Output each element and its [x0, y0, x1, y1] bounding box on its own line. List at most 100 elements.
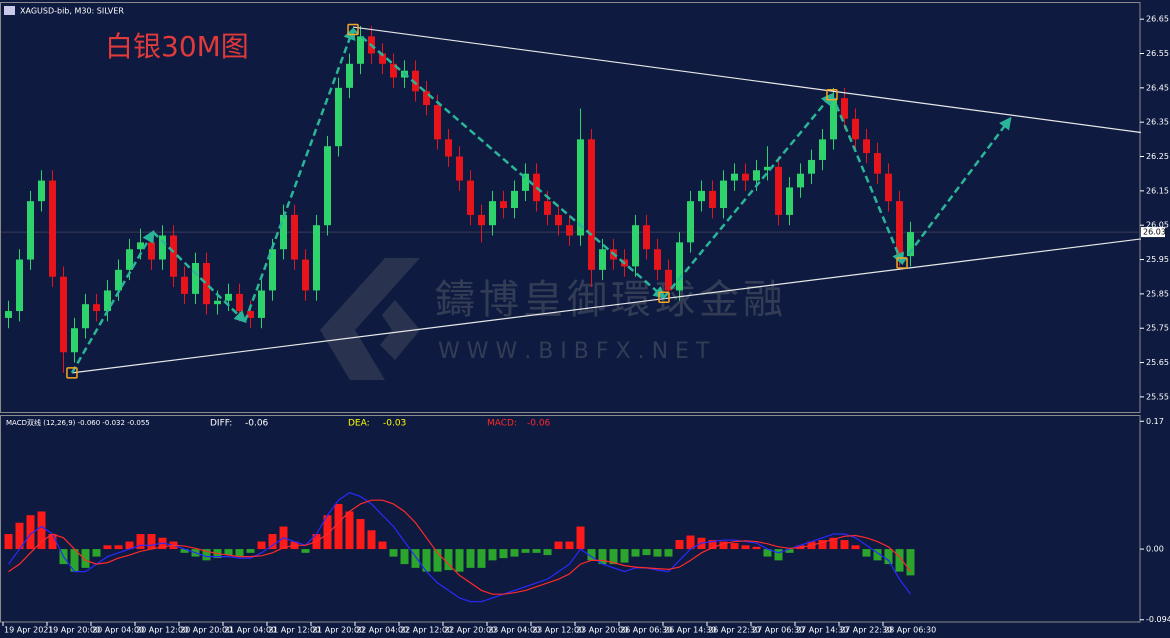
candle-body	[478, 214, 485, 226]
candle-body	[753, 170, 760, 181]
macd-bar	[609, 549, 618, 565]
x-tick-label: 27 Apr 22:30	[840, 626, 892, 635]
macd-bar	[818, 540, 827, 550]
trendline	[71, 238, 1142, 374]
macd-bar	[884, 549, 893, 565]
symbol-label: XAGUSD-bib, M30: SILVER	[20, 7, 124, 16]
macd-bar	[653, 549, 662, 557]
candle-body	[38, 180, 45, 202]
candle-body	[665, 269, 672, 291]
macd-bar	[367, 530, 376, 550]
macd-bar	[81, 549, 90, 568]
zigzag-segment	[901, 116, 1012, 264]
x-tick-label: 26 Apr 14:30	[664, 626, 716, 635]
trendline	[352, 26, 1142, 134]
macd-bar	[15, 522, 24, 550]
macd-bar	[862, 549, 871, 557]
macd-bar	[598, 549, 607, 565]
x-tick-label: 27 Apr 06:30	[752, 626, 804, 635]
y-tick-label: 25.95	[1146, 255, 1169, 264]
diff-label: DIFF:	[210, 419, 232, 429]
macd-bar	[664, 549, 673, 557]
diff-line	[8, 492, 911, 603]
macd-bar	[224, 549, 233, 556]
macd-bar	[466, 549, 475, 568]
y-tick-label: 26.15	[1146, 186, 1169, 195]
candle-body	[797, 173, 804, 188]
macd-bar	[455, 549, 464, 572]
candle-body	[786, 187, 793, 215]
macd-bar	[125, 541, 134, 550]
macd-bar	[378, 541, 387, 550]
macd-bar	[543, 549, 552, 556]
candle-body	[5, 311, 12, 318]
macd-bar	[334, 503, 343, 550]
dea-line	[8, 499, 911, 595]
macd-bar	[785, 549, 794, 553]
macd-bar	[675, 540, 684, 550]
macd-bar	[70, 549, 79, 572]
macd-bar	[4, 534, 13, 550]
macd-value: -0.06	[527, 419, 551, 429]
macd-bar	[389, 549, 398, 557]
candle-body	[643, 225, 650, 250]
candle-body	[654, 249, 661, 270]
zigzag-segment	[243, 27, 356, 322]
candle-body	[731, 173, 738, 181]
candle-body	[896, 201, 903, 257]
y-tick-label: 26.65	[1146, 15, 1169, 24]
y-tick-label: 26.35	[1146, 118, 1169, 127]
x-tick-label: 20 Apr 12:00	[136, 626, 188, 635]
y-tick-label: 26.55	[1146, 49, 1169, 58]
macd-bar	[752, 546, 761, 550]
x-tick-label: 20 Apr 20:00	[180, 626, 232, 635]
macd-bar	[235, 549, 244, 557]
macd-bar	[323, 515, 332, 550]
x-tick-label: 22 Apr 04:00	[356, 626, 408, 635]
candle-body	[577, 139, 584, 236]
y-tick-label: 25.85	[1146, 289, 1169, 298]
candle-body	[379, 53, 386, 64]
candle-body	[236, 293, 243, 312]
candle-body	[511, 190, 518, 209]
x-tick-label: 26 Apr 22:30	[708, 626, 760, 635]
candle-body	[907, 232, 914, 257]
zigzag-segment	[70, 229, 155, 374]
macd-panel	[0, 415, 1141, 623]
candle-body	[599, 249, 606, 270]
macd-bar	[114, 545, 123, 550]
macd-bar	[246, 549, 255, 553]
candle-body	[27, 201, 34, 260]
zigzag-segment	[352, 28, 666, 299]
y-tick-label: 26.25	[1146, 152, 1169, 161]
macd-bar	[741, 545, 750, 550]
dea-label: DEA:	[348, 419, 370, 429]
main-panel	[0, 2, 1141, 413]
macd-bar	[730, 543, 739, 550]
macd-bar	[400, 549, 409, 565]
candle-body	[555, 214, 562, 226]
candle-body	[181, 276, 188, 294]
candle-body	[863, 139, 870, 154]
macd-bar	[521, 549, 530, 553]
candle-body	[280, 214, 287, 250]
candle-body	[423, 91, 430, 106]
macd-bar	[576, 526, 585, 550]
candle-body	[170, 235, 177, 277]
x-tick-label: 21 Apr 04:00	[224, 626, 276, 635]
y-tick-label: 25.65	[1146, 358, 1169, 367]
macd-bar	[532, 549, 541, 553]
macd-bar	[631, 549, 640, 557]
x-tick-label: 22 Apr 20:00	[444, 626, 496, 635]
current-price-tag	[1141, 227, 1165, 238]
candle-body	[115, 269, 122, 291]
candle-body	[764, 166, 771, 171]
macd-bar	[444, 549, 453, 571]
macd-bar	[499, 549, 508, 559]
candle-body	[742, 173, 749, 181]
diff-value: -0.06	[245, 419, 269, 429]
candle-body	[445, 139, 452, 157]
macd-bar	[147, 534, 156, 550]
candle-body	[588, 139, 595, 270]
